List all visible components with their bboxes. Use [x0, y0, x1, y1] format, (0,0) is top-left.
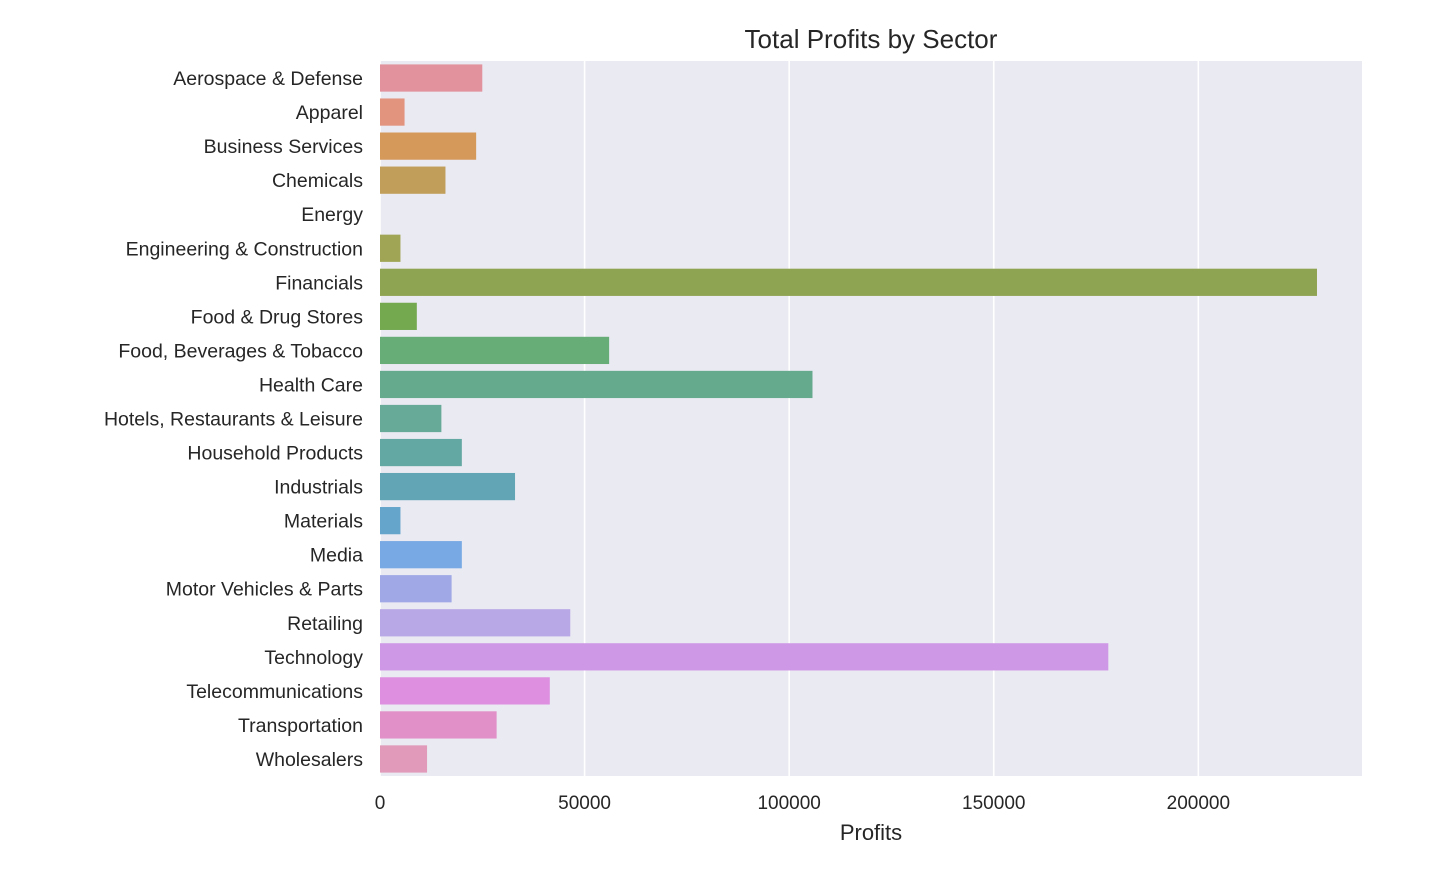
bars-group — [380, 64, 1317, 773]
bar — [380, 438, 462, 467]
bar — [380, 166, 446, 194]
category-label: Telecommunications — [186, 681, 363, 703]
category-label: Business Services — [204, 136, 364, 158]
category-label: Health Care — [259, 374, 363, 396]
category-label: Media — [310, 545, 363, 567]
bar — [380, 609, 571, 637]
x-tick-label: 0 — [375, 793, 386, 814]
x-tick-label: 100000 — [757, 793, 820, 814]
bar — [380, 643, 1109, 671]
bar — [380, 711, 497, 739]
category-label: Engineering & Construction — [126, 238, 363, 260]
category-label: Energy — [301, 204, 363, 226]
bar — [380, 575, 452, 603]
chart-title: Total Profits by Sector — [745, 24, 998, 54]
category-label: Aerospace & Defense — [173, 68, 363, 90]
category-label: Motor Vehicles & Parts — [166, 579, 363, 601]
category-label: Wholesalers — [256, 749, 364, 771]
category-label: Apparel — [296, 102, 363, 124]
bar — [380, 64, 483, 92]
x-tick-label: 150000 — [962, 793, 1025, 814]
category-labels: Aerospace & Defense Apparel Business Servi… — [104, 68, 363, 771]
x-tick-label: 200000 — [1167, 793, 1230, 814]
bar — [380, 98, 405, 126]
bar — [380, 507, 401, 535]
x-tick-labels: 0 50000 100000 150000 200000 — [375, 793, 1230, 814]
bar — [380, 404, 442, 433]
x-tick-label: 50000 — [558, 793, 611, 814]
category-label: Materials — [284, 511, 363, 533]
category-label: Industrials — [274, 477, 363, 499]
category-label: Household Products — [187, 443, 363, 465]
bar — [380, 745, 428, 773]
category-label: Transportation — [238, 715, 363, 737]
bar — [380, 370, 813, 399]
category-label: Food & Drug Stores — [191, 306, 364, 328]
category-label: Food, Beverages & Tobacco — [118, 340, 363, 362]
category-label: Technology — [264, 647, 363, 669]
x-axis-label: Profits — [840, 820, 902, 845]
bar — [380, 336, 610, 365]
bar — [380, 268, 1317, 296]
bar — [380, 234, 401, 262]
category-label: Hotels, Restaurants & Leisure — [104, 409, 363, 431]
category-label: Chemicals — [272, 170, 363, 192]
bar — [380, 132, 477, 160]
category-label: Financials — [275, 272, 363, 294]
bar — [380, 472, 516, 501]
bar — [380, 302, 417, 330]
bar — [380, 677, 550, 705]
category-label: Retailing — [287, 613, 363, 635]
bar — [380, 541, 462, 569]
